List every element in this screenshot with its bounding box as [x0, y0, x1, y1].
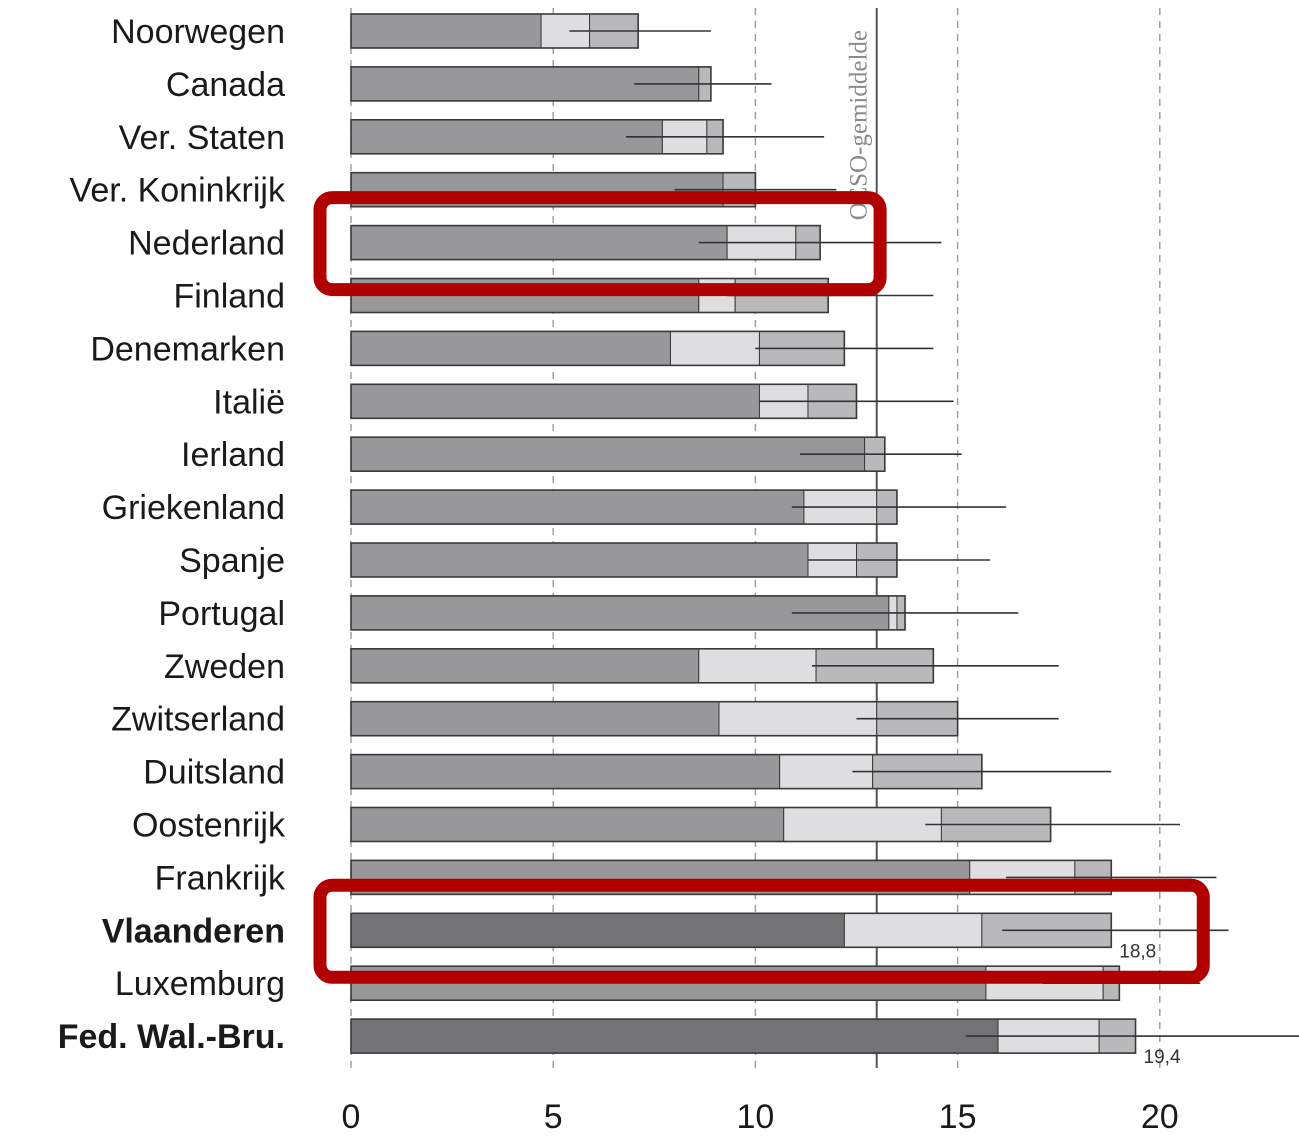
bar-segment-2 — [698, 648, 817, 684]
bar-segment-1 — [350, 542, 809, 578]
bar-griekenland — [350, 489, 1007, 525]
bars: 18,8 19,4 — [350, 13, 1299, 1068]
category-label: Zweden — [164, 648, 285, 686]
category-label: Noorwegen — [111, 13, 285, 51]
bar-ierland — [350, 436, 962, 473]
x-tick-label: 0 — [342, 1098, 361, 1136]
category-label: Ierland — [181, 436, 285, 474]
data-label: 19,4 — [1144, 1047, 1181, 1068]
bar-vlaanderen — [350, 912, 1229, 949]
bar-ver-staten — [350, 119, 825, 155]
category-label: Griekenland — [102, 489, 285, 527]
bar-segment-1 — [350, 225, 728, 261]
bar-segment-1 — [350, 13, 542, 49]
bar-segment-1 — [350, 436, 866, 472]
bar-segment-2 — [718, 701, 878, 737]
bar-segment-1 — [350, 754, 781, 790]
bar-segment-1 — [350, 383, 760, 419]
data-label: 18,8 — [1119, 941, 1156, 962]
bar-segment-2 — [843, 912, 983, 948]
category-label: Finland — [173, 278, 285, 316]
x-tick-label: 20 — [1141, 1098, 1179, 1136]
highlight-box-nederland — [313, 191, 887, 297]
bar-zwitserland — [350, 700, 1059, 737]
bar-italie — [350, 383, 954, 420]
bar-segment-1 — [350, 119, 663, 155]
bar-segment-1 — [350, 912, 845, 948]
category-label: Ver. Koninkrijk — [70, 172, 286, 210]
x-axis-ticks: 0 5 10 15 20 — [342, 1098, 1179, 1136]
category-label: Canada — [166, 66, 285, 104]
bar-segment-1 — [350, 807, 785, 842]
bar-canada — [350, 66, 772, 102]
category-label: Zwitserland — [111, 701, 285, 739]
x-tick-label: 15 — [939, 1098, 977, 1136]
gridlines — [350, 8, 1161, 1068]
bar-duitsland — [350, 753, 1112, 790]
country-labels: Noorwegen Canada Ver. Staten Ver. Koninkrij… — [58, 13, 286, 1056]
bar-segment-1 — [350, 701, 720, 737]
bar-spanje — [350, 542, 990, 578]
category-label: Vlaanderen — [102, 912, 285, 950]
category-label: Denemarken — [90, 330, 285, 368]
bar-denemarken — [350, 330, 934, 367]
category-label: Frankrijk — [155, 859, 286, 897]
highlight-box-vlaanderen — [313, 878, 1210, 984]
category-label: Spanje — [179, 542, 285, 580]
category-label: Duitsland — [143, 754, 285, 792]
oecd-average-label: OESO-gemiddelde — [846, 30, 873, 220]
bar-fed-wal-bru — [350, 1018, 1299, 1054]
bar-segment-1 — [350, 489, 805, 525]
category-label: Oostenrijk — [132, 807, 286, 845]
bar-segment-2 — [783, 807, 942, 842]
category-label: Italië — [213, 383, 285, 421]
category-label: Portugal — [158, 595, 285, 633]
bar-noorwegen — [350, 13, 711, 49]
bar-segment-1 — [350, 648, 700, 684]
category-label: Luxemburg — [115, 965, 285, 1003]
bar-segment-1 — [350, 1018, 999, 1054]
x-tick-label: 10 — [736, 1098, 774, 1136]
bar-portugal — [350, 595, 1019, 631]
bar-oostenrijk — [350, 806, 1181, 843]
category-label: Ver. Staten — [119, 119, 285, 157]
oecd-average: OESO-gemiddelde — [846, 8, 878, 1068]
category-label: Nederland — [128, 225, 285, 263]
category-label: Fed. Wal.-Bru. — [58, 1018, 285, 1056]
bar-segment-2 — [669, 330, 760, 366]
highlight-boxes — [313, 191, 1210, 984]
bar-zweden — [350, 647, 1059, 684]
bar-segment-1 — [350, 330, 671, 366]
x-tick-label: 5 — [544, 1098, 563, 1136]
bar-nederland — [350, 224, 942, 261]
